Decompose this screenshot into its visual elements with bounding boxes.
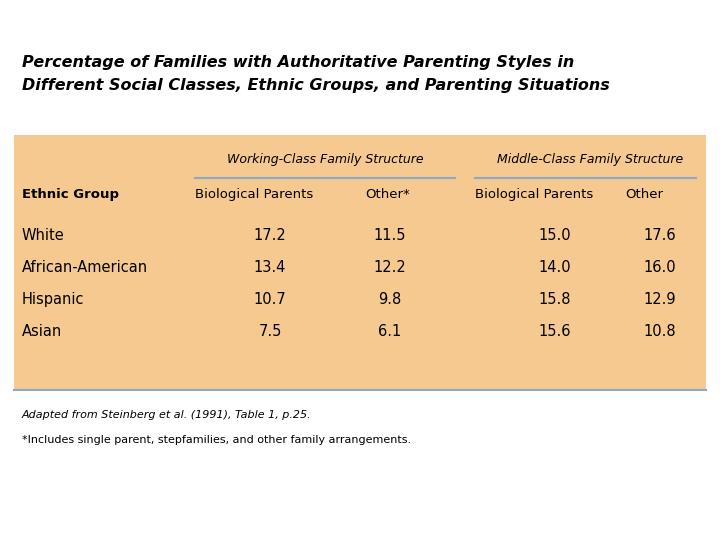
Text: Ethnic Group: Ethnic Group — [22, 188, 119, 201]
Text: 12.2: 12.2 — [374, 260, 406, 275]
Text: 17.6: 17.6 — [644, 228, 676, 243]
Text: 15.6: 15.6 — [539, 324, 571, 339]
Text: 13.4: 13.4 — [254, 260, 286, 275]
Text: 15.0: 15.0 — [539, 228, 571, 243]
Text: 15.8: 15.8 — [539, 292, 571, 307]
Text: Other*: Other* — [365, 188, 410, 201]
Text: 7.5: 7.5 — [258, 324, 282, 339]
Text: Biological Parents: Biological Parents — [475, 188, 593, 201]
Text: Middle-Class Family Structure: Middle-Class Family Structure — [498, 153, 683, 166]
Text: Biological Parents: Biological Parents — [195, 188, 313, 201]
Text: 6.1: 6.1 — [379, 324, 402, 339]
Text: Asian: Asian — [22, 324, 62, 339]
Text: Percentage of Families with Authoritative Parenting Styles in: Percentage of Families with Authoritativ… — [22, 55, 575, 70]
Text: Hispanic: Hispanic — [22, 292, 84, 307]
Text: 10.7: 10.7 — [253, 292, 287, 307]
Text: 16.0: 16.0 — [644, 260, 676, 275]
Text: Different Social Classes, Ethnic Groups, and Parenting Situations: Different Social Classes, Ethnic Groups,… — [22, 78, 610, 93]
Text: 9.8: 9.8 — [379, 292, 402, 307]
Text: 12.9: 12.9 — [644, 292, 676, 307]
Text: *Includes single parent, stepfamilies, and other family arrangements.: *Includes single parent, stepfamilies, a… — [22, 435, 411, 445]
Text: Other: Other — [625, 188, 663, 201]
Text: 11.5: 11.5 — [374, 228, 406, 243]
Text: 10.8: 10.8 — [644, 324, 676, 339]
Text: Adapted from Steinberg et al. (1991), Table 1, p.25.: Adapted from Steinberg et al. (1991), Ta… — [22, 410, 312, 420]
Text: 14.0: 14.0 — [539, 260, 571, 275]
Text: White: White — [22, 228, 65, 243]
Text: African-American: African-American — [22, 260, 148, 275]
Text: 17.2: 17.2 — [253, 228, 287, 243]
Bar — [14, 135, 706, 390]
Text: Working-Class Family Structure: Working-Class Family Structure — [227, 153, 423, 166]
